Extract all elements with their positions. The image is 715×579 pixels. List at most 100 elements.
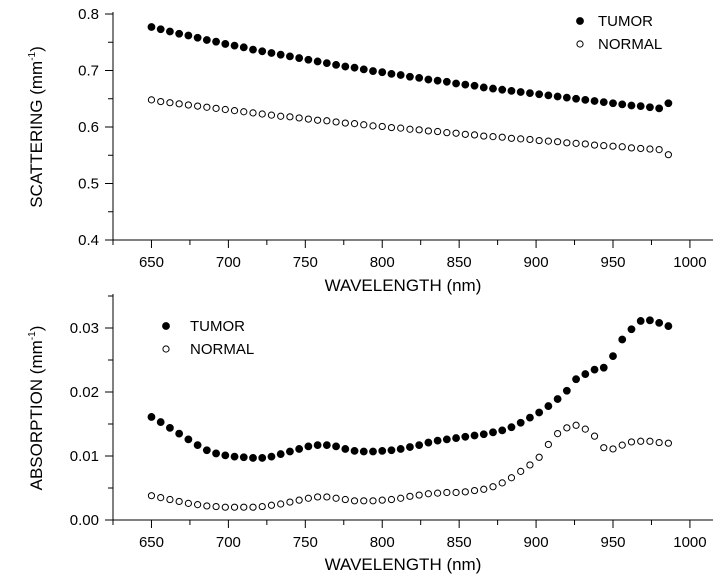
scattering-tumor-point bbox=[516, 88, 525, 96]
absorption-normal-point bbox=[609, 445, 617, 453]
scattering-tumor-point bbox=[350, 63, 359, 72]
scattering-normal-point bbox=[175, 100, 183, 108]
absorption-normal-point bbox=[664, 439, 672, 447]
absorption-tumor-point bbox=[590, 365, 599, 374]
absorption-tumor-point bbox=[572, 375, 580, 384]
absorption-tumor-point bbox=[489, 428, 497, 437]
absorption-tumor-point bbox=[212, 449, 220, 458]
scattering-tumor-point bbox=[461, 80, 470, 89]
scattering-tumor-point bbox=[415, 73, 424, 82]
absorption-tumor-point bbox=[369, 447, 377, 456]
scattering-x-tick-label: 1000 bbox=[673, 254, 706, 271]
scattering-tumor-point bbox=[332, 60, 340, 69]
absorption-tumor-point bbox=[166, 423, 174, 432]
absorption-normal-point bbox=[166, 495, 174, 504]
scattering-normal-point bbox=[406, 125, 414, 133]
scattering-tumor-point bbox=[147, 23, 156, 31]
absorption-normal-point bbox=[295, 496, 303, 504]
absorption-tumor-point bbox=[322, 441, 331, 450]
absorption-normal-point bbox=[341, 495, 349, 504]
absorption-normal-point bbox=[406, 492, 414, 500]
scattering-tumor-point bbox=[267, 49, 276, 57]
absorption-normal-point bbox=[157, 494, 165, 502]
absorption-tumor-point bbox=[535, 408, 544, 417]
absorption-tumor-point bbox=[526, 413, 534, 422]
absorption-tumor-point bbox=[387, 446, 396, 455]
scattering-normal-point bbox=[452, 129, 460, 137]
scattering-legend-tumor-label: TUMOR bbox=[598, 13, 653, 30]
scattering-normal-point bbox=[203, 103, 211, 111]
absorption-tumor-point bbox=[461, 432, 470, 441]
scattering-normal-point bbox=[397, 124, 405, 132]
scattering-tumor-point bbox=[406, 72, 414, 81]
absorption-marks bbox=[147, 316, 673, 511]
absorption-tumor-point bbox=[544, 402, 553, 410]
scattering-tumor-point bbox=[442, 77, 451, 86]
scattering-normal-point bbox=[544, 137, 552, 145]
scattering-normal-point bbox=[360, 121, 368, 129]
scattering-tumor-point bbox=[655, 104, 664, 113]
absorption-chart: 650 700 750 800 850 900 950 1000 0.00 0.01 0.02 0.0… bbox=[27, 294, 713, 574]
scattering-normal-point bbox=[230, 107, 239, 115]
absorption-normal-point bbox=[618, 441, 626, 449]
absorption-normal-point bbox=[304, 494, 312, 502]
scattering-tumor-point bbox=[553, 92, 562, 101]
scattering-normal-point bbox=[286, 113, 294, 121]
scattering-normal-point bbox=[637, 144, 645, 153]
scattering-normal-point bbox=[609, 142, 617, 150]
scattering-normal-point bbox=[581, 140, 589, 148]
scattering-tumor-point bbox=[489, 84, 497, 93]
scattering-chart: 650 700 750 800 850 900 950 1000 0.4 0.5 0.6 0.7 0.8… bbox=[27, 6, 713, 295]
absorption-y-axis-title-sup: -1 bbox=[27, 331, 38, 340]
absorption-normal-point bbox=[655, 438, 663, 447]
absorption-tumor-point bbox=[193, 441, 202, 450]
absorption-normal-point bbox=[194, 501, 202, 509]
scattering-tumor-point bbox=[507, 86, 516, 95]
absorption-y-tick-label: 0.03 bbox=[70, 320, 99, 337]
absorption-tumor-point bbox=[636, 317, 645, 325]
scattering-tumor-point bbox=[664, 99, 673, 108]
absorption-tumor-point bbox=[286, 447, 294, 456]
scattering-marks bbox=[147, 23, 673, 159]
absorption-y-tick-label: 0.01 bbox=[70, 448, 99, 465]
scattering-tumor-point bbox=[166, 27, 174, 36]
scattering-normal-point bbox=[600, 142, 608, 150]
scattering-normal-point bbox=[461, 130, 469, 138]
scattering-normal-point bbox=[424, 127, 432, 135]
scattering-normal-point bbox=[415, 126, 423, 134]
absorption-tumor-point bbox=[562, 386, 571, 395]
scattering-normal-point bbox=[166, 99, 174, 107]
absorption-normal-point bbox=[212, 502, 220, 511]
absorption-tumor-point bbox=[175, 429, 184, 438]
absorption-tumor-point bbox=[249, 454, 257, 462]
absorption-y-axis-title: ABSORPTION (mm-1) bbox=[27, 326, 46, 491]
absorption-tumor-point bbox=[498, 426, 507, 435]
scattering-tumor-point bbox=[572, 94, 580, 103]
scattering-tumor-point bbox=[562, 93, 571, 102]
absorption-tumor-point bbox=[609, 352, 617, 361]
scattering-tumor-point bbox=[193, 33, 202, 42]
absorption-normal-point bbox=[572, 421, 580, 429]
scattering-tumor-point bbox=[452, 79, 460, 88]
absorption-legend-normal-label: NORMAL bbox=[190, 341, 254, 358]
absorption-tumor-point bbox=[599, 363, 608, 372]
absorption-normal-point bbox=[286, 498, 294, 506]
absorption-tumor-point bbox=[359, 447, 368, 456]
scattering-normal-point bbox=[369, 122, 377, 130]
scattering-x-tick-label: 800 bbox=[370, 254, 395, 271]
absorption-normal-point bbox=[175, 497, 183, 506]
scattering-normal-point bbox=[443, 129, 451, 137]
scattering-tumor-point bbox=[636, 102, 645, 110]
absorption-normal-point bbox=[600, 444, 608, 452]
absorption-tumor-point bbox=[479, 430, 488, 439]
scattering-y-axis-title-close: ) bbox=[27, 46, 46, 52]
scattering-normal-point bbox=[240, 108, 248, 116]
absorption-normal-point bbox=[240, 503, 248, 511]
absorption-normal-point bbox=[249, 503, 257, 511]
absorption-tumor-point bbox=[184, 435, 193, 444]
absorption-x-tick-label: 800 bbox=[370, 534, 395, 551]
scattering-normal-point bbox=[655, 146, 663, 154]
absorption-normal-point bbox=[590, 432, 599, 440]
absorption-normal-point bbox=[554, 430, 562, 438]
scattering-tumor-point bbox=[535, 90, 544, 99]
